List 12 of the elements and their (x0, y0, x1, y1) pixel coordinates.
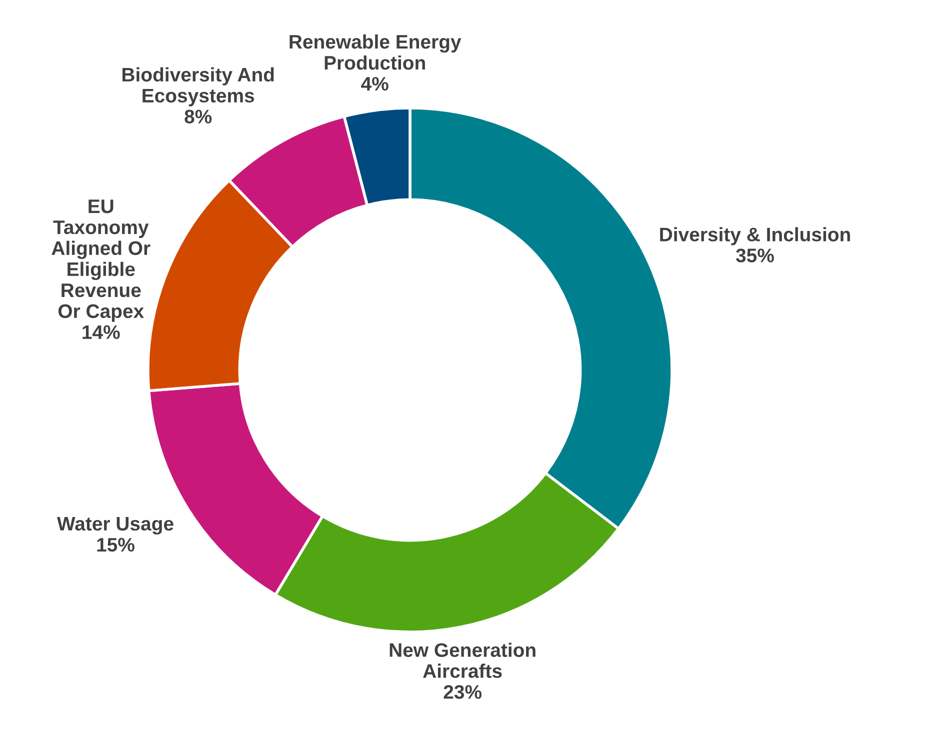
slice-label: EU Taxonomy Aligned Or Eligible Revenue Or Capex (52, 200, 150, 322)
slice-label: New Generation Aircrafts (390, 642, 536, 678)
data-label: 14% (82, 325, 120, 339)
slice-label: Biodiversity And Ecosystems (122, 67, 274, 106)
data-label: 35% (736, 248, 774, 262)
slice-label: Water Usage (56, 517, 174, 535)
data-label: 15% (97, 538, 134, 552)
slice-label: Diversity & Inclusion (660, 227, 850, 246)
data-label: 23% (444, 685, 482, 699)
slice-label: Renewable Energy Production (290, 34, 462, 70)
data-label: 8% (184, 110, 212, 124)
data-label: 4% (361, 76, 388, 91)
